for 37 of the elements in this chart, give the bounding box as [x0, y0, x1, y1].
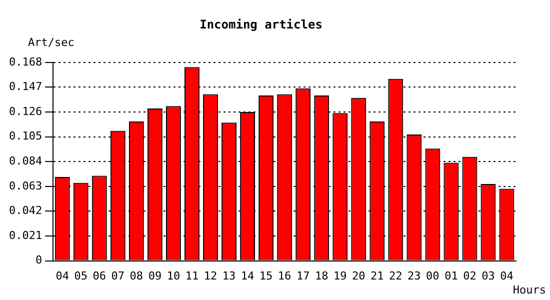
- y-tick-label: 0.105: [8, 130, 42, 143]
- x-tick-label: 03: [482, 269, 495, 282]
- y-tick-label: 0.063: [8, 179, 42, 192]
- y-tick-label: 0.021: [8, 228, 42, 242]
- x-tick-label: 02: [463, 269, 476, 282]
- y-tick-label: 0.084: [8, 154, 42, 168]
- y-tick-label: 0.126: [8, 104, 42, 118]
- y-tick-label: 0.147: [8, 80, 42, 94]
- y-tick-label: 0.042: [8, 204, 42, 218]
- x-tick-label: 15: [259, 269, 273, 282]
- chart-title: Incoming articles: [200, 17, 322, 32]
- x-tick-label: 21: [370, 269, 384, 282]
- x-tick-label: 09: [148, 269, 162, 282]
- x-tick-label: 05: [74, 269, 88, 282]
- x-tick-label: 10: [166, 269, 180, 282]
- x-tick-label: 18: [314, 269, 328, 282]
- x-tick-label: 19: [333, 269, 347, 282]
- x-tick-label: 04: [56, 269, 70, 282]
- x-tick-label: 07: [111, 269, 125, 282]
- x-tick-label: 11: [185, 269, 199, 282]
- x-tick-label: 08: [130, 269, 144, 282]
- y-tick-label: 0: [35, 254, 42, 267]
- x-tick-label: 22: [389, 269, 402, 282]
- x-tick-label: 06: [92, 269, 106, 282]
- x-tick-label: 04: [500, 269, 514, 282]
- x-tick-label: 20: [352, 269, 366, 282]
- x-tick-label: 13: [222, 269, 236, 282]
- x-tick-label: 17: [296, 269, 310, 282]
- x-tick-label: 01: [444, 269, 458, 282]
- x-tick-label: 12: [204, 269, 218, 282]
- x-tick-label: 14: [240, 269, 255, 282]
- x-axis-title: Hours: [512, 283, 546, 296]
- x-tick-label: 23: [408, 269, 421, 282]
- x-tick-label: 00: [426, 269, 440, 282]
- y-axis-title: Art/sec: [28, 36, 74, 49]
- y-tick-label: 0.168: [8, 55, 42, 68]
- x-tick-label: 16: [278, 269, 292, 282]
